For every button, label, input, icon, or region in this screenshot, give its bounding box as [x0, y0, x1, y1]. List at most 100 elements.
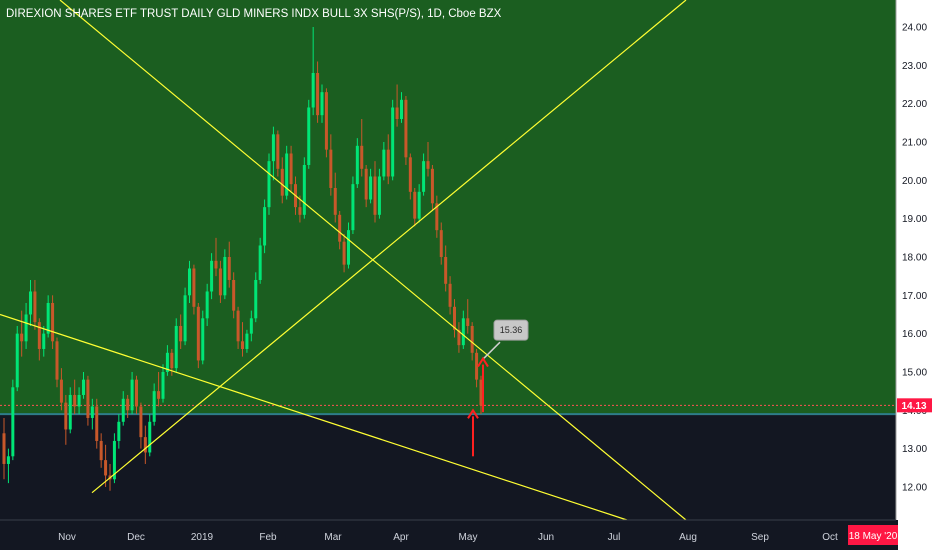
- trendlines: [0, 0, 687, 521]
- candle-body: [121, 398, 125, 422]
- y-tick-label: 20.00: [902, 176, 927, 187]
- x-tick-label: Mar: [324, 532, 342, 543]
- candle-body: [249, 318, 253, 334]
- candle-body: [174, 325, 178, 369]
- candle-body: [258, 245, 262, 280]
- candle-body: [24, 314, 28, 342]
- candle-body: [404, 99, 408, 158]
- candle-body: [448, 283, 452, 307]
- candle-body: [214, 260, 218, 269]
- candle-body: [333, 187, 337, 215]
- candle-body: [130, 379, 134, 411]
- candle-body: [20, 333, 24, 342]
- callout-label: 15.36: [500, 325, 523, 335]
- candle-body: [95, 406, 99, 441]
- candle-body: [126, 398, 130, 411]
- x-tick-label: Dec: [127, 532, 145, 543]
- candle-body: [373, 176, 377, 215]
- candle-body: [324, 92, 328, 150]
- candle-body: [205, 291, 209, 319]
- y-tick-label: 23.00: [902, 61, 927, 72]
- candle-body: [307, 107, 311, 165]
- candle-body: [311, 72, 315, 108]
- x-tick-label: Nov: [58, 532, 76, 543]
- candle-body: [37, 322, 41, 349]
- last-price-label: 14.13: [901, 401, 926, 412]
- candle-body: [29, 291, 32, 315]
- candle-body: [280, 168, 284, 196]
- x-tick-label: Apr: [393, 532, 409, 543]
- last-price-badge: [897, 398, 932, 413]
- candle-body: [241, 341, 244, 349]
- candle-body: [11, 387, 15, 457]
- candle-body: [6, 456, 10, 464]
- candle-body: [188, 268, 191, 296]
- y-axis-panel: [896, 0, 932, 520]
- candle-body: [271, 134, 275, 162]
- candle-body: [351, 184, 355, 231]
- trendline: [0, 313, 628, 521]
- candle-body: [192, 268, 196, 307]
- candle-body: [51, 302, 55, 342]
- price-callout: 15.36: [483, 319, 529, 359]
- candle-body: [430, 168, 434, 204]
- candle-body: [135, 379, 138, 407]
- candle-body: [316, 72, 320, 116]
- candle-body: [369, 176, 373, 200]
- candle-body: [201, 318, 205, 361]
- candle-body: [439, 230, 443, 257]
- candle-body: [68, 394, 72, 430]
- x-tick-label: Aug: [679, 532, 697, 543]
- candle-body: [377, 176, 381, 215]
- x-tick-label: Jul: [608, 532, 621, 543]
- y-tick-label: 21.00: [902, 137, 927, 148]
- x-axis-ticks: Nov Dec 2019 Feb Mar Apr May Jun Jul Aug Sep Oct: [58, 532, 838, 543]
- candle-body: [227, 256, 231, 280]
- candle-body: [395, 107, 399, 119]
- candle-body: [152, 391, 156, 422]
- candle-body: [444, 256, 448, 284]
- candle-body: [386, 149, 390, 177]
- y-tick-label: 12.00: [902, 482, 927, 493]
- candle-body: [90, 406, 94, 418]
- date-badge: [848, 525, 898, 545]
- y-axis-ticks: 24.00 23.00 22.00 21.00 20.00 19.00 18.00 17.00…: [902, 23, 927, 494]
- candle-body: [245, 333, 249, 349]
- candle-body: [179, 325, 183, 342]
- corner-box: [898, 520, 932, 550]
- candle-body: [183, 295, 187, 342]
- candle-body: [64, 402, 68, 430]
- candle-body: [453, 306, 456, 330]
- y-tick-label: 19.00: [902, 214, 927, 225]
- candle-body: [112, 440, 116, 480]
- candle-body: [347, 230, 350, 265]
- candle-body: [285, 153, 289, 196]
- candle-body: [73, 394, 77, 407]
- candle-body: [117, 421, 121, 441]
- candle-body: [417, 191, 421, 219]
- x-tick-label: May: [459, 532, 478, 543]
- trendline: [91, 0, 687, 494]
- y-tick-label: 22.00: [902, 99, 927, 110]
- candle-body: [355, 145, 359, 185]
- candle-body: [302, 164, 306, 215]
- candle-body: [360, 145, 364, 169]
- candle-body: [364, 168, 368, 200]
- candle-body: [475, 352, 479, 380]
- candle-body: [165, 352, 169, 372]
- x-tick-label: Jun: [538, 532, 554, 543]
- candle-body: [435, 203, 439, 231]
- x-tick-label: Oct: [822, 532, 838, 543]
- candle-body: [46, 302, 50, 334]
- candle-body: [236, 310, 240, 342]
- candle-body: [391, 107, 395, 177]
- candle-body: [422, 161, 426, 192]
- candle-body: [143, 437, 147, 453]
- candle-body: [276, 134, 280, 169]
- callout-pointer: [483, 341, 501, 359]
- y-tick-label: 16.00: [902, 329, 927, 340]
- candle-body: [170, 352, 174, 369]
- candle-body: [59, 379, 63, 403]
- candle-body: [223, 256, 227, 296]
- candle-body: [196, 306, 200, 361]
